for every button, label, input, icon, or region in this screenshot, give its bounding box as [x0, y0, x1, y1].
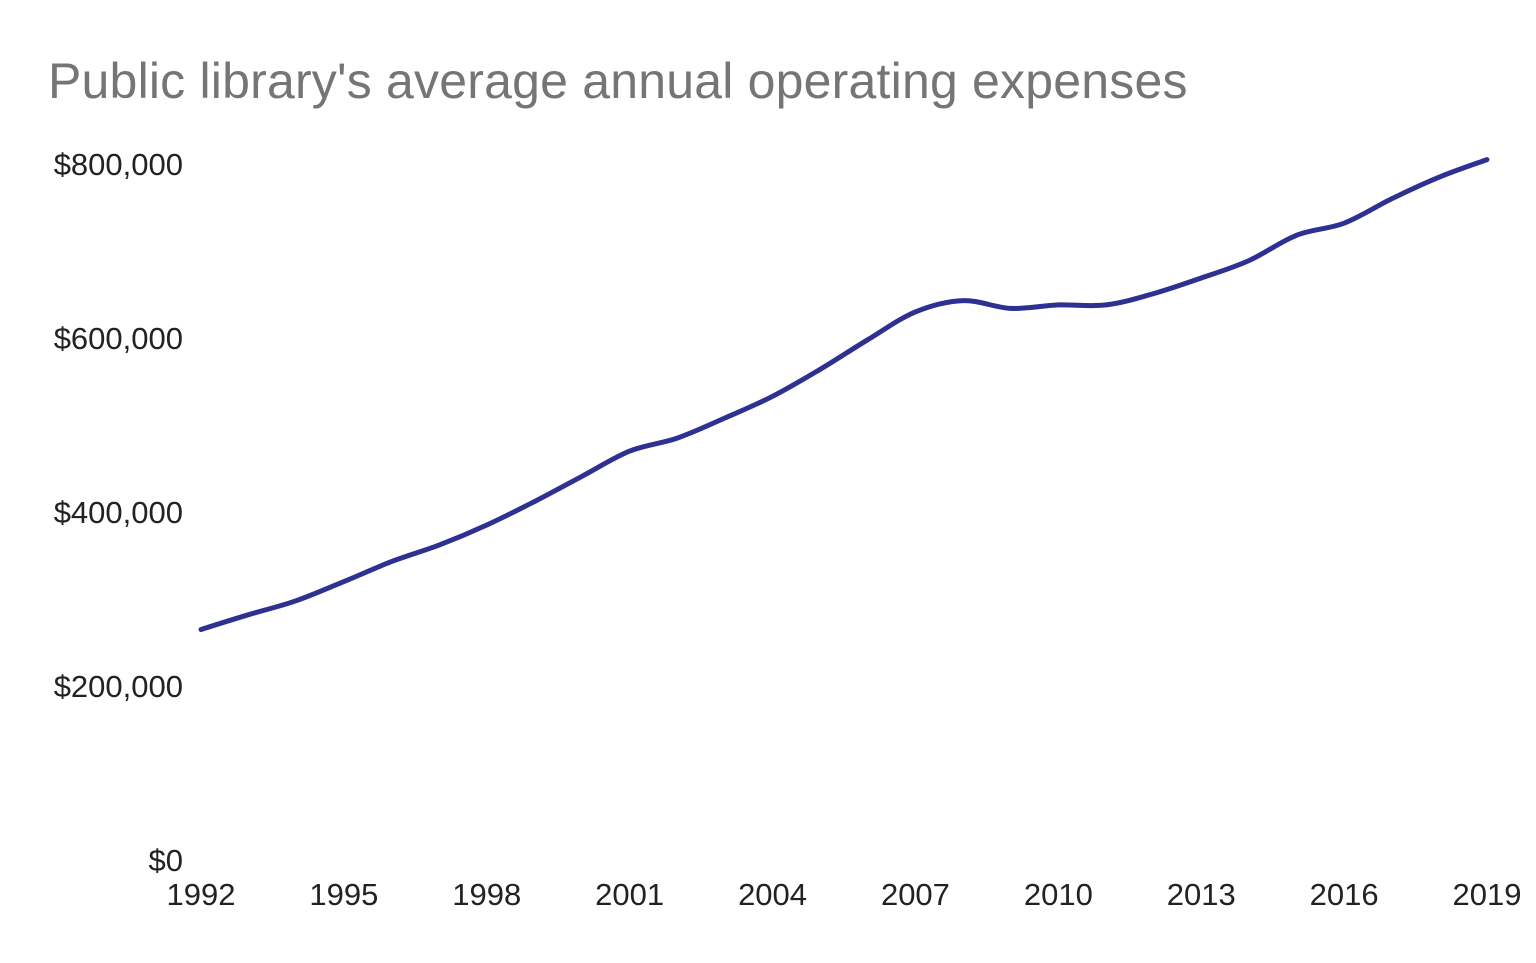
y-tick-label: $200,000 [54, 669, 183, 704]
x-tick-label: 1998 [452, 877, 521, 912]
y-tick-label: $800,000 [54, 147, 183, 182]
x-tick-label: 2016 [1310, 877, 1379, 912]
series-layer [198, 157, 1490, 632]
x-tick-label: 2004 [738, 877, 807, 912]
x-tick-label: 2007 [881, 877, 950, 912]
series-line [198, 157, 1490, 632]
x-axis-tick-labels: 1992 1995 1998 2001 2004 2007 2010 2013 2016 2019 [167, 877, 1522, 912]
y-tick-label: $600,000 [54, 321, 183, 356]
x-tick-label: 1992 [167, 877, 236, 912]
chart-title: Public library's average annual operatin… [48, 53, 1188, 109]
x-tick-label: 2010 [1024, 877, 1093, 912]
x-tick-label: 2013 [1167, 877, 1236, 912]
y-tick-label: $0 [149, 843, 183, 878]
x-tick-label: 2019 [1453, 877, 1522, 912]
y-axis-tick-labels: $0 $200,000 $400,000 $600,000 $800,000 [54, 147, 183, 878]
x-tick-label: 1995 [309, 877, 378, 912]
x-tick-label: 2001 [595, 877, 664, 912]
y-tick-label: $400,000 [54, 495, 183, 530]
